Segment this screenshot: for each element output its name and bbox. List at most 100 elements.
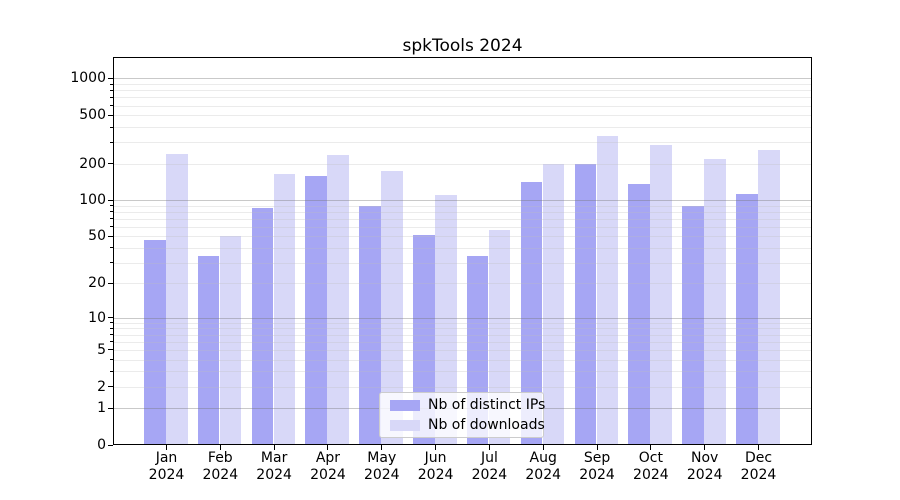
y-axis-minortick-600 [110,105,113,107]
bar-distinct-ips-Sep [574,163,597,445]
y-axis-label-50: 50 [88,228,106,245]
y-axis-minortick-8 [110,327,113,329]
y-axis-tick-20 [108,282,113,284]
x-axis-tick-Jul [488,445,490,450]
y-axis-tick-10 [108,317,113,319]
x-axis-label-Jul: Jul 2024 [471,450,508,483]
x-axis-tick-May [381,445,383,450]
gridline-minor-300 [114,142,811,144]
y-axis-label-1: 1 [97,400,106,417]
bar-downloads-May [381,171,403,445]
x-axis-label-Dec: Dec 2024 [740,450,777,483]
y-axis-minortick-900 [110,83,113,85]
gridline-minor-600 [114,105,811,107]
x-axis-label-Nov: Nov 2024 [686,450,723,483]
x-axis-tick-Jan [166,445,167,450]
y-axis-minortick-4 [110,359,113,361]
x-axis-tick-Feb [219,445,221,450]
y-axis-minortick-3 [110,370,113,372]
bar-downloads-Jul [488,229,511,445]
bar-downloads-Aug [542,163,565,445]
y-axis-tick-50 [108,235,113,237]
bar-downloads-Jan [166,154,188,445]
y-axis-label-10: 10 [88,309,106,326]
y-axis-tick-5 [108,349,113,351]
y-axis-minortick-70 [110,218,113,220]
x-axis-tick-Dec [758,445,759,450]
legend: Nb of distinct IPs Nb of downloads [379,392,545,438]
bar-downloads-Dec [758,149,780,445]
bar-distinct-ips-Dec [736,194,758,445]
x-axis-tick-Nov [704,445,706,450]
x-axis-tick-Sep [596,445,598,450]
y-axis-minortick-9 [110,322,113,324]
bar-distinct-ips-May [359,205,381,445]
bar-distinct-ips-Apr [305,176,327,445]
bar-downloads-Nov [704,158,726,445]
legend-label-downloads: Nb of downloads [428,417,545,433]
x-axis-label-Apr: Apr 2024 [310,450,346,483]
x-axis-label-Sep: Sep 2024 [579,450,615,483]
y-axis-minortick-30 [110,262,113,264]
x-axis-tick-Aug [542,445,544,450]
legend-swatch-distinct-ips [390,399,420,411]
y-axis-label-1000: 1000 [70,70,106,87]
legend-swatch-downloads [390,419,420,431]
bar-downloads-Feb [219,236,242,445]
gridline-minor-400 [114,127,811,129]
y-axis-tick-100 [108,199,113,201]
y-axis-label-2: 2 [97,378,106,395]
y-axis-minortick-700 [110,96,113,98]
y-axis-minortick-40 [110,247,113,249]
bar-distinct-ips-Jan [144,239,166,445]
bar-downloads-Mar [273,174,296,445]
x-axis-tick-Jun [435,445,437,450]
y-axis-tick-2 [108,386,113,388]
gridline-minor-700 [114,97,811,99]
y-axis-minortick-800 [110,89,113,91]
y-axis-minortick-400 [110,126,113,128]
y-axis-tick-200 [108,163,113,165]
y-axis-minortick-300 [110,141,113,143]
bar-downloads-Oct [650,144,672,445]
gridline-minor-800 [114,90,811,92]
x-axis-label-Aug: Aug 2024 [525,450,562,483]
x-axis-label-Mar: Mar 2024 [256,450,292,483]
y-axis-minortick-7 [110,334,113,336]
x-axis-label-Oct: Oct 2024 [633,450,669,483]
bar-distinct-ips-Aug [520,181,543,445]
bar-distinct-ips-Oct [628,184,650,445]
gridline-minor-900 [114,84,811,86]
x-axis-label-Feb: Feb 2024 [202,450,239,483]
bar-downloads-Jun [435,195,457,445]
x-axis-tick-Oct [650,445,652,450]
y-axis-label-200: 200 [79,155,106,172]
x-axis-tick-Mar [273,445,275,450]
x-axis-tick-Apr [327,445,329,450]
y-axis-label-100: 100 [79,192,106,209]
y-axis-label-5: 5 [97,341,106,358]
y-axis-tick-500 [108,114,113,116]
x-axis-label-Jan: Jan 2024 [148,450,185,483]
bar-downloads-Sep [596,136,619,445]
y-axis-label-0: 0 [97,437,106,453]
y-axis-minortick-6 [110,341,113,343]
gridline-major-1000 [114,78,811,80]
legend-entry-downloads: Nb of downloads [390,417,545,433]
y-axis-label-20: 20 [88,275,106,292]
bar-downloads-Apr [327,155,349,445]
gridline-minor-500 [114,115,811,117]
bar-distinct-ips-Mar [251,208,274,445]
y-axis-tick-1000 [108,77,113,79]
y-axis-minortick-80 [110,211,113,213]
x-axis-label-Jun: Jun 2024 [417,450,454,483]
bar-distinct-ips-Nov [682,205,704,445]
legend-label-distinct-ips: Nb of distinct IPs [428,397,546,413]
x-axis-label-May: May 2024 [363,450,400,483]
legend-entry-distinct-ips: Nb of distinct IPs [390,397,545,413]
y-axis-label-500: 500 [79,107,106,124]
y-axis-minortick-60 [110,226,113,228]
bar-distinct-ips-Feb [197,256,220,445]
y-axis-tick-0 [108,444,113,446]
